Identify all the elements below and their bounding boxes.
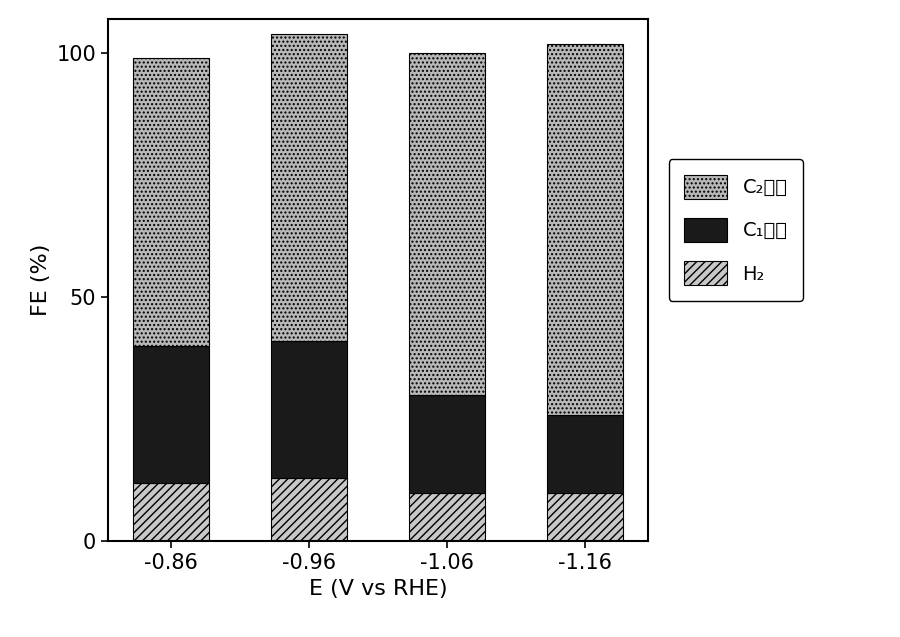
Bar	[271, 34, 346, 341]
Bar	[132, 58, 209, 346]
Bar	[410, 54, 485, 395]
Bar	[132, 483, 209, 541]
Bar	[410, 492, 485, 541]
Bar	[271, 341, 346, 478]
Legend: C₂产物, C₁产物, H₂: C₂产物, C₁产物, H₂	[669, 159, 803, 301]
Bar	[547, 492, 624, 541]
Bar	[547, 43, 624, 415]
Bar	[410, 395, 485, 492]
Bar	[132, 346, 209, 483]
Y-axis label: FE (%): FE (%)	[31, 244, 51, 317]
X-axis label: E (V vs RHE): E (V vs RHE)	[309, 579, 447, 599]
Bar	[547, 415, 624, 492]
Bar	[271, 478, 346, 541]
